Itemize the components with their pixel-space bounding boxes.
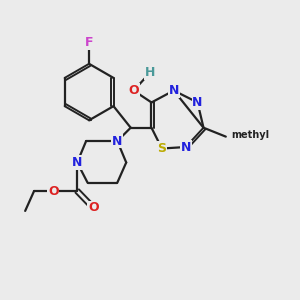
Text: H: H [145,66,155,79]
Text: O: O [48,184,59,197]
Text: N: N [192,96,203,109]
Text: N: N [181,140,191,154]
Text: N: N [72,156,83,169]
Text: O: O [128,84,139,97]
Text: N: N [169,84,179,97]
Text: methyl: methyl [232,130,270,140]
Text: F: F [85,36,93,49]
Text: N: N [112,135,122,148]
Text: S: S [158,142,166,155]
Text: O: O [88,202,99,214]
